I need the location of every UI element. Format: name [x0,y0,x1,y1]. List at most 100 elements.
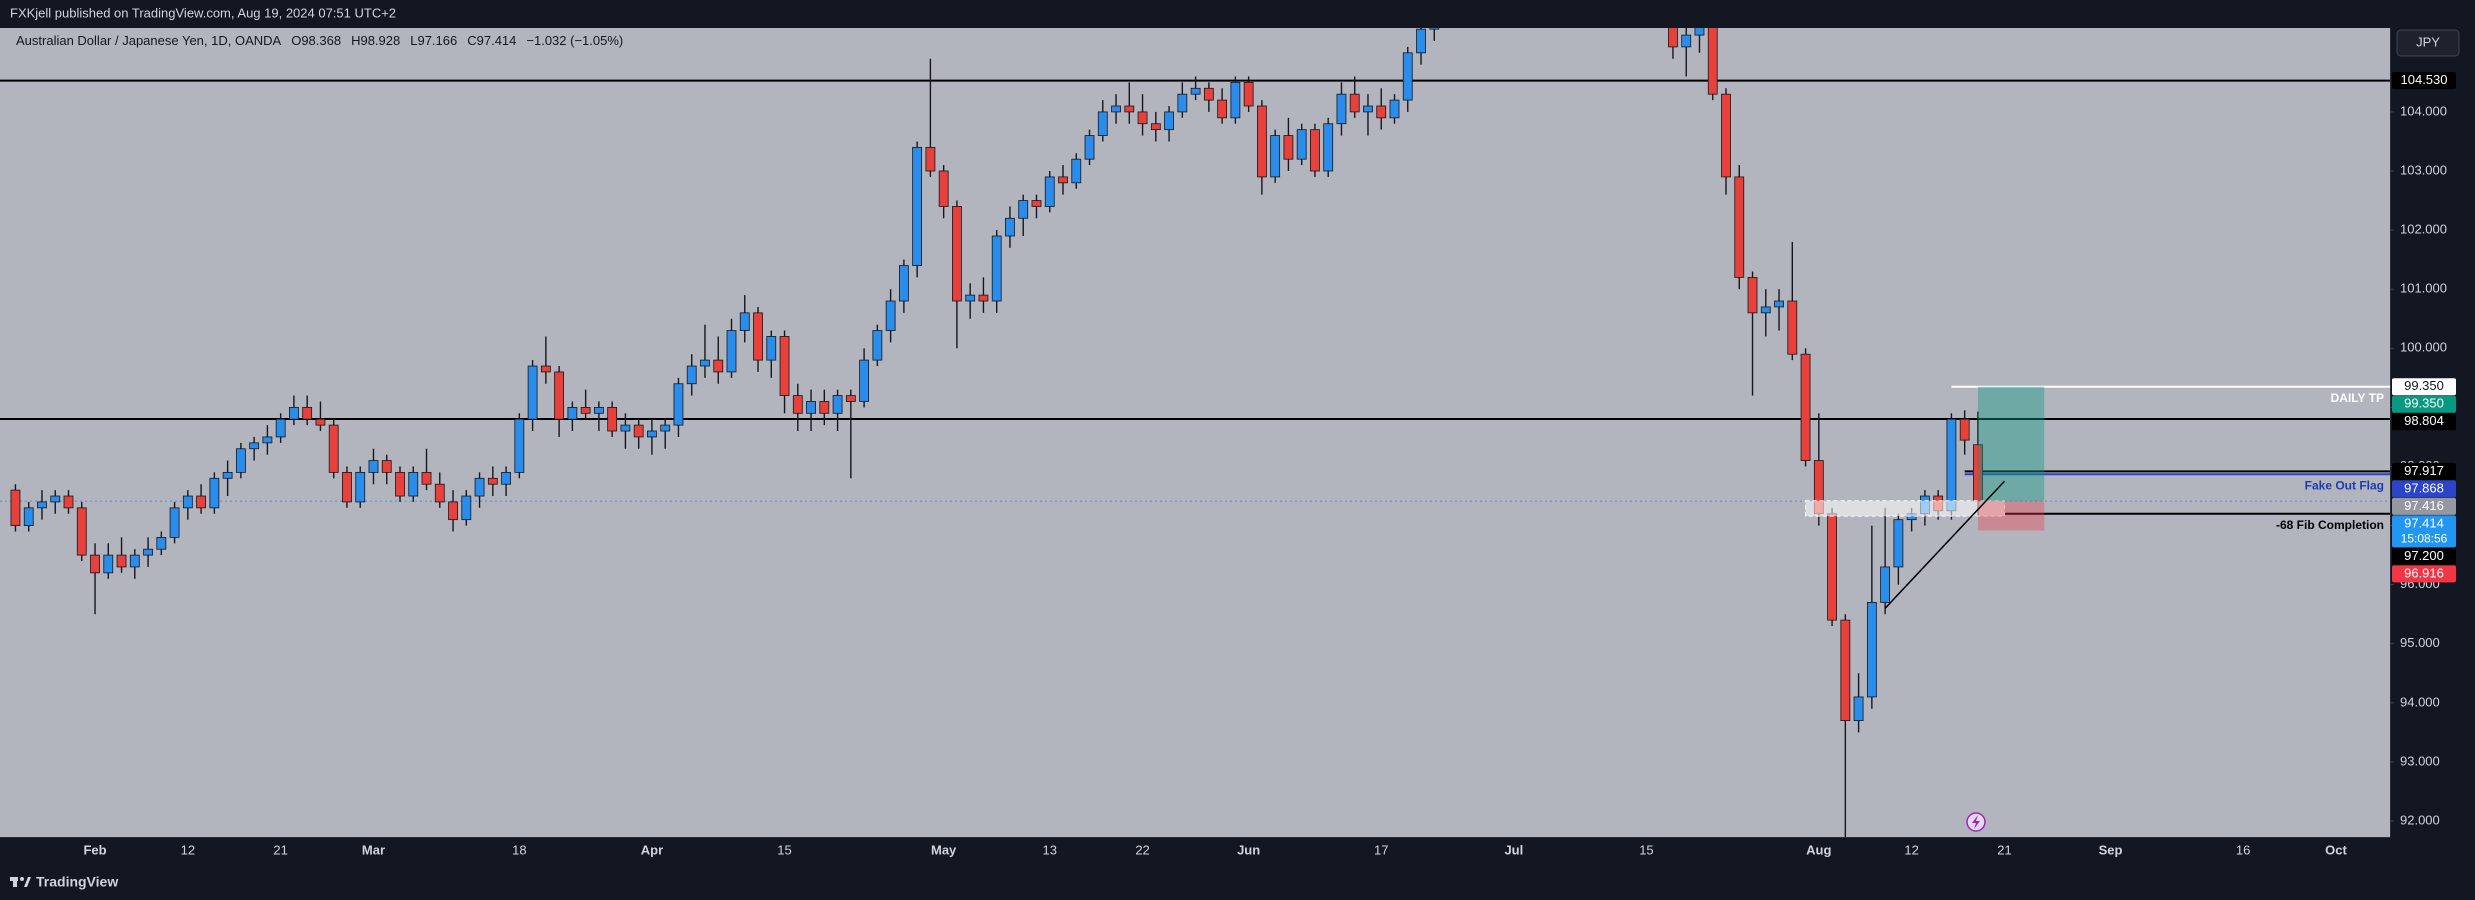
price-tag [2392,547,2456,565]
candle-body [1402,52,1413,101]
candle-body [1694,28,1705,36]
candle-body [1018,200,1029,219]
candle-body [10,489,21,526]
candle-body [792,395,803,414]
candle-body [1840,619,1851,721]
candle-body [1336,93,1347,125]
x-tick-label: Apr [641,842,663,857]
candle-body [129,554,140,568]
candle-body [1243,81,1254,107]
candle-body [700,359,710,367]
candle-body [103,554,114,574]
candle-body [978,294,989,302]
currency-label[interactable]: JPY [2416,34,2440,49]
candle-body [952,206,962,302]
y-tick-label: 103.000 [2400,162,2447,177]
price-tag [2392,497,2456,515]
candle-body [898,265,909,302]
brand-name: TradingView [36,874,118,890]
candle-body [753,312,763,361]
candle-body [673,383,684,426]
price-tag [2392,565,2456,583]
candle-body [739,312,750,331]
x-tick-label: 15 [777,842,791,857]
x-tick-label: 22 [1135,842,1149,857]
y-tick-label: 100.000 [2400,340,2447,355]
ohlc-value: C97.414 [467,33,516,48]
x-tick-label: Aug [1806,842,1831,857]
price-tag-label: 97.200 [2404,548,2444,563]
price-tag-label: 97.917 [2404,463,2444,478]
annotation: -68 Fib Completion [2276,518,2384,532]
candle-body [1084,135,1095,160]
candle-body [1416,28,1426,54]
candle-body [1203,87,1214,101]
candle-body [182,495,193,509]
candle-body [686,365,697,385]
candle-body [1164,111,1174,131]
trendline [1884,480,2006,609]
y-tick-label: 94.000 [2400,694,2440,709]
candle-body [1774,300,1784,308]
x-tick-label: 13 [1043,842,1057,857]
x-tick-label: 18 [512,842,526,857]
candle-body [1363,105,1373,113]
candle-body [1800,353,1811,461]
brand-logo [10,877,31,887]
candle-body [1734,176,1745,278]
price-tag-label: 99.350 [2404,396,2444,411]
price-axis: 92.00093.00094.00095.00096.00097.00098.0… [2390,28,2456,837]
candle-body [328,424,339,473]
candle-body [249,442,260,450]
plot: DAILY TP Fake Out Flag -68 Fib Completion [0,28,2390,837]
candle-body [1044,176,1055,207]
candle-body [262,436,273,444]
x-tick-label: May [931,842,957,857]
price-tag [2392,413,2456,431]
candle-body [302,406,313,420]
candle-body [381,460,392,473]
candle-body [1787,300,1798,355]
candle-body [63,495,74,509]
ohlc-value: H98.928 [351,33,400,48]
candle-body [1217,99,1228,119]
y-tick-label: 101.000 [2400,281,2447,296]
x-tick-label: Mar [362,842,385,857]
candle-body [540,365,551,373]
price-tag-label: 97.868 [2404,480,2444,495]
candle-body [1389,99,1400,119]
symbol-title: Australian Dollar / Japanese Yen, 1D, OA… [16,33,282,48]
currency-button[interactable] [2396,29,2460,57]
x-tick-label: Jul [1504,842,1523,857]
candle-body [514,418,525,473]
candle-body [859,359,869,402]
candle-body [1429,28,1440,30]
position-profit [1977,386,2045,502]
candle-body [408,471,419,497]
candle-body [1946,418,1957,512]
candle-body [991,235,1002,302]
candle-body [1349,93,1360,113]
candle-body [1959,418,1970,441]
candle-body [23,507,34,526]
candle-body [355,471,366,503]
candle-body [196,495,207,509]
x-tick-label: Sep [2099,842,2123,857]
price-tag [2392,395,2456,413]
logo-part [24,877,31,887]
candle-body [938,170,949,207]
candle-body [368,460,379,473]
candle-body [1230,81,1241,119]
candle-body [1893,519,1904,568]
x-tick-label: Feb [83,842,106,857]
y-tick-label: 92.000 [2400,812,2440,827]
logo-part [13,877,17,887]
candle-body [1827,513,1837,621]
candle-body [607,406,618,432]
candle-body [1124,105,1135,113]
candle-body [1376,105,1387,119]
candle-body [1721,93,1731,178]
candle-body [925,146,936,172]
price-tag [2392,515,2456,548]
